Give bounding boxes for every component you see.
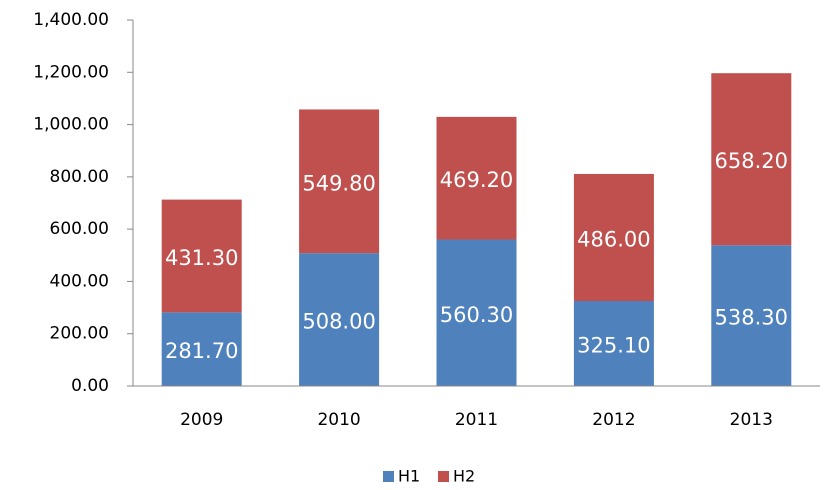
bar-segment [711,245,792,386]
data-label: 560.30 [440,303,513,327]
bar-segment [436,116,517,240]
x-tick-label: 2011 [455,410,498,430]
y-tick-label: 1,200.00 [33,62,109,82]
bar-segment [711,73,792,246]
bar-segment [299,253,380,386]
x-tick-label: 2010 [317,410,360,430]
bar-segment [436,239,517,386]
x-tick-label: 2013 [730,410,773,430]
data-label: 658.20 [715,149,788,173]
y-tick-label: 400.00 [50,271,109,291]
y-tick-label: 200.00 [50,324,109,344]
x-tick-label: 2009 [180,410,223,430]
y-tick-label: 0.00 [71,376,109,396]
legend-label: H2 [453,467,475,486]
data-label: 508.00 [302,310,375,334]
data-label: 469.20 [440,168,513,192]
data-label: 538.30 [715,306,788,330]
data-label: 549.80 [302,171,375,195]
data-label: 325.10 [577,334,650,358]
bar-segment [161,199,242,313]
legend-swatch [383,471,394,482]
y-tick-label: 600.00 [50,219,109,239]
data-label: 431.30 [165,246,238,270]
bar-segment [299,109,380,254]
y-tick-label: 1,400.00 [33,10,109,30]
bar-segment [573,173,654,302]
data-label: 486.00 [577,227,650,251]
data-label: 281.70 [165,339,238,363]
legend-label: H1 [398,467,420,486]
bar-segment [573,301,654,386]
bar-segment [161,312,242,386]
y-tick-label: 800.00 [50,167,109,187]
legend-swatch [438,471,449,482]
y-tick-label: 1,000.00 [33,115,109,135]
x-tick-label: 2012 [592,410,635,430]
